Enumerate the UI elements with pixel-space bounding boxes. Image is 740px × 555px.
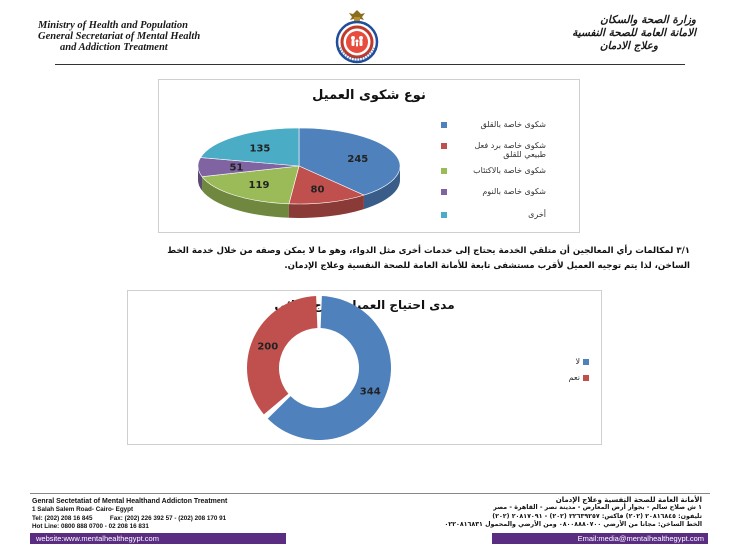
chart1-slice-side <box>288 195 364 218</box>
chart2-legend-swatch <box>583 375 589 381</box>
footer-ar-line-1: الأمانة العامة للصحة النفسية وعلاج الإدم… <box>555 496 702 504</box>
header-en-line-3: and Addiction Treatment <box>60 42 168 53</box>
header-en-line-1: Ministry of Health and Population <box>38 20 188 31</box>
footer-divider <box>30 493 710 494</box>
paragraph-line-2: الساخن، لذا يتم توجيه العميل لأقرب مستشف… <box>284 261 690 271</box>
chart1-legend-swatch <box>441 143 447 149</box>
medication-need-doughnut-chart: مدى احتياج العميل لعلاج دوائي 344 200 لا ن… <box>127 290 602 445</box>
chart1-data-label: 119 <box>249 180 270 191</box>
chart1-plot: 245 80 119 51 135 <box>197 127 401 218</box>
paragraph-line-1: ٣/١ لمكالمات رأي المعالجين أن متلقي الخد… <box>167 246 690 256</box>
website-link[interactable]: website:www.mentalhealthegypt.com <box>30 533 286 544</box>
chart1-data-label: 51 <box>229 163 243 174</box>
header-en-line-2: General Secretariat of Mental Health <box>38 31 201 42</box>
header-divider <box>55 64 685 65</box>
chart2-plot: 344 200 <box>247 296 392 440</box>
footer-ar-line-2: ١ ش صلاح سالم - بجوار أرض المعارض - مدين… <box>493 504 702 512</box>
chart2-legend-label: نعم <box>568 373 580 382</box>
chart1-legend-label: شكوى خاصة بالاكتئاب <box>473 166 546 175</box>
english-ministry-header: Ministry of Health and Population Genera… <box>38 20 278 53</box>
chart1-slice <box>298 127 401 196</box>
complaint-type-pie-chart: نوع شكوى العميل 245 80 119 51 135 شكوى خاصة … <box>158 79 580 233</box>
body-paragraph: ٣/١ لمكالمات رأي المعالجين أن متلقي الخد… <box>40 244 690 274</box>
header-ar-line-3: وعلاج الادمان <box>599 40 658 52</box>
chart1-legend-label: شكوى خاصة بالنوم <box>482 187 546 196</box>
chart1-legend-swatch <box>441 212 447 218</box>
footer-en-line-3: Tel: (202) 208 16 845 Fax: (202) 226 392… <box>32 514 227 522</box>
footer-en-line-4: Hot Line: 0800 888 0700 - 02 208 16 831 <box>32 523 149 531</box>
footer-arabic-contact: الأمانة العامة للصحة النفسية وعلاج الإدم… <box>402 496 702 530</box>
chart2-title: مدى احتياج العميل لعلاج دوائي <box>274 298 455 312</box>
footer-en-line-1: Genral Sectetatiat of Mental Healthand A… <box>32 498 228 505</box>
chart1-slice-side <box>363 166 400 210</box>
chart1-data-label: 245 <box>347 154 368 165</box>
footer-en-line-2: 1 Salah Salem Road- Cairo- Egypt <box>32 506 134 514</box>
chart1-legend-swatch <box>441 122 447 128</box>
chart1-slice <box>200 127 300 167</box>
chart1-title: نوع شكوى العميل <box>312 88 426 103</box>
footer-english-contact: Genral Sectetatiat of Mental Healthand A… <box>32 498 332 532</box>
footer-ar-line-3: تليفون: ٢٠٨١٦٨٤٥ (٢٠٢) فاكس: ٢٢٦٣٩٢٥٧ (٢… <box>492 512 702 520</box>
header-ar-line-1: وزارة الصحة والسكان <box>600 14 696 26</box>
chart2-legend-label: لا <box>575 357 580 366</box>
chart2-slice <box>267 296 392 440</box>
chart2-slice <box>247 296 318 415</box>
chart1-data-label: 135 <box>250 144 271 155</box>
chart1-data-label: 80 <box>310 185 324 196</box>
chart2-legend-swatch <box>583 359 589 365</box>
arabic-ministry-header: وزارة الصحة والسكان الامانة العامة للصحة… <box>496 14 696 53</box>
chart1-legend-label: شكوى خاصة بالقلق <box>480 120 546 129</box>
chart1-slice-side <box>202 176 289 218</box>
ministry-logo <box>315 8 399 64</box>
chart1-legend-swatch <box>441 189 447 195</box>
footer-ar-line-4: الخط الساخن: مجانا من الأرضي ٠٨٠٠٨٨٨٠٧٠٠… <box>444 521 702 529</box>
chart1-legend-label: شكوى خاصة برد فعل طبيعي للقلق <box>474 141 546 159</box>
eagle-emblem-icon <box>349 10 365 22</box>
header-ar-line-2: الامانة العامة للصحة النفسية <box>572 27 696 39</box>
chart2-data-label: 200 <box>257 341 278 352</box>
email-link[interactable]: Email:media@mentalhealthegypt.com <box>492 533 708 544</box>
chart1-legend-swatch <box>441 168 447 174</box>
chart1-slice <box>288 165 365 205</box>
chart2-data-label: 344 <box>360 387 381 398</box>
chart1-slice <box>201 165 300 205</box>
chart1-legend-label: أخرى <box>528 210 546 219</box>
